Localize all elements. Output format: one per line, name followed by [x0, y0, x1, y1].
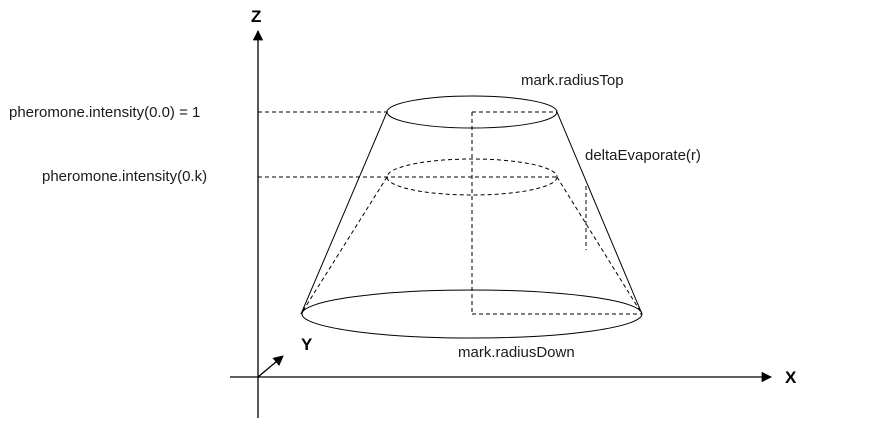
- y-axis: [257, 355, 284, 378]
- intensity-initial-label: pheromone.intensity(0.0) = 1: [9, 104, 200, 121]
- delta-evaporate-label: deltaEvaporate(r): [585, 147, 701, 164]
- inner-right-edge: [556, 176, 643, 315]
- radius-down-label: mark.radiusDown: [458, 344, 575, 361]
- inner-left-edge: [300, 176, 388, 315]
- z-axis-label: Z: [251, 7, 261, 26]
- radius-top-label: mark.radiusTop: [521, 72, 624, 89]
- x-axis-label: X: [785, 368, 797, 387]
- y-axis-label: Y: [301, 335, 313, 354]
- intensity-k-label: pheromone.intensity(0.k): [42, 168, 207, 185]
- cone-right-edge: [556, 111, 643, 315]
- cone-left-edge: [300, 111, 388, 315]
